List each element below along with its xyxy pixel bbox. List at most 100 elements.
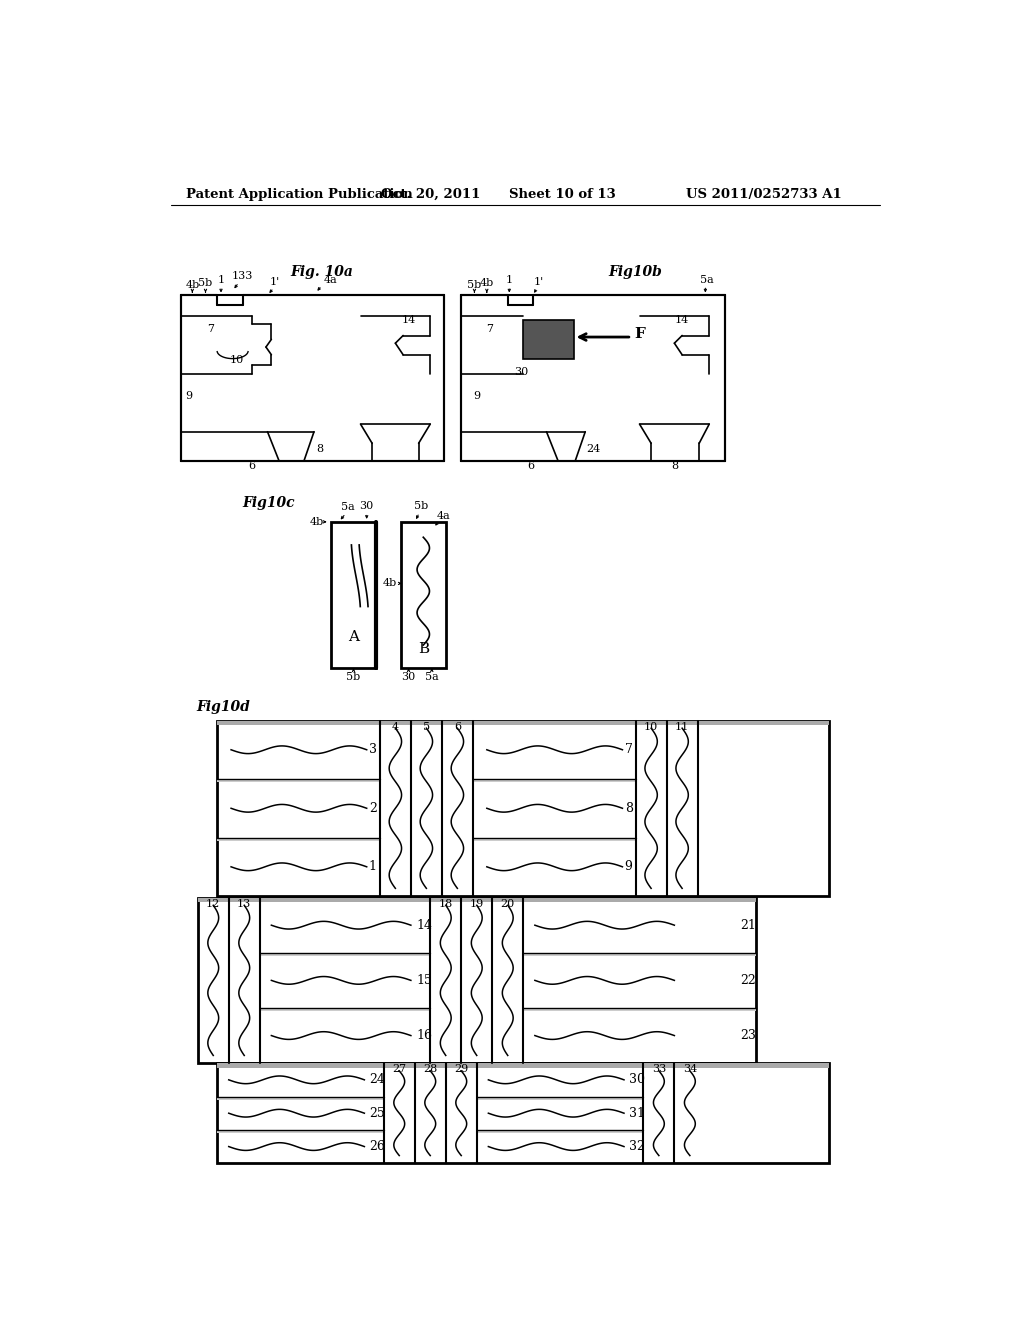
Bar: [180, 296, 444, 461]
Text: 26: 26: [370, 1140, 385, 1154]
Text: 23: 23: [740, 1030, 756, 1041]
Text: Patent Application Publication: Patent Application Publication: [186, 187, 413, 201]
Text: 5b: 5b: [414, 502, 428, 511]
Text: 5b: 5b: [467, 280, 481, 289]
Text: Fig10d: Fig10d: [197, 700, 250, 714]
Text: Oct. 20, 2011: Oct. 20, 2011: [381, 187, 480, 201]
Text: 13: 13: [238, 899, 251, 908]
Bar: [217, 1063, 829, 1068]
Text: 9: 9: [625, 861, 633, 874]
Text: 133: 133: [232, 271, 253, 281]
Text: 7: 7: [208, 325, 214, 334]
Text: 19: 19: [470, 899, 484, 908]
Text: 6: 6: [249, 462, 256, 471]
Text: 5a: 5a: [425, 672, 438, 682]
Text: 14: 14: [401, 315, 416, 325]
Bar: [493, 898, 523, 903]
Text: B: B: [418, 642, 429, 656]
Text: 2: 2: [369, 801, 377, 814]
Bar: [217, 1063, 829, 1163]
Text: 24: 24: [586, 445, 600, 454]
Bar: [331, 521, 376, 528]
Bar: [217, 779, 380, 781]
Text: 9: 9: [473, 391, 480, 400]
Text: 5a: 5a: [341, 502, 355, 512]
Text: 5a: 5a: [700, 275, 714, 285]
Bar: [477, 1130, 643, 1133]
Bar: [400, 521, 445, 668]
Bar: [461, 898, 493, 903]
Bar: [217, 838, 380, 841]
Bar: [217, 1097, 384, 1100]
Bar: [260, 1008, 430, 1011]
Text: 10: 10: [229, 355, 244, 366]
Text: 6: 6: [527, 462, 535, 471]
Text: 4b: 4b: [383, 578, 397, 589]
Bar: [380, 721, 411, 725]
Text: 30: 30: [359, 502, 374, 511]
Bar: [217, 721, 829, 896]
Text: 4b: 4b: [309, 517, 324, 527]
Bar: [411, 721, 442, 725]
Bar: [523, 321, 573, 359]
Bar: [636, 721, 667, 725]
Text: 31: 31: [629, 1106, 645, 1119]
Bar: [473, 838, 636, 841]
Text: 7: 7: [625, 743, 633, 756]
Text: 14: 14: [416, 919, 432, 932]
Text: 30: 30: [401, 672, 416, 682]
Text: 25: 25: [370, 1106, 385, 1119]
Text: 1: 1: [369, 861, 377, 874]
Text: 4: 4: [392, 722, 399, 731]
Text: 28: 28: [423, 1064, 437, 1074]
Text: 21: 21: [740, 919, 756, 932]
Text: 5: 5: [423, 722, 430, 731]
Text: 5b: 5b: [199, 279, 213, 288]
Text: Sheet 10 of 13: Sheet 10 of 13: [509, 187, 615, 201]
Text: 32: 32: [629, 1140, 645, 1154]
Text: Fig10b: Fig10b: [608, 265, 663, 280]
Text: 1: 1: [217, 275, 224, 285]
Text: 5b: 5b: [346, 672, 360, 682]
Text: 4b: 4b: [185, 280, 200, 289]
Text: 22: 22: [740, 974, 756, 987]
Text: 14: 14: [674, 315, 688, 325]
Text: 8: 8: [625, 801, 633, 814]
Bar: [217, 721, 829, 725]
Text: 34: 34: [683, 1064, 697, 1074]
Bar: [473, 779, 636, 781]
Bar: [198, 898, 756, 1063]
Bar: [198, 898, 756, 903]
Text: 6: 6: [454, 722, 461, 731]
Text: 18: 18: [438, 899, 453, 908]
Bar: [442, 721, 473, 725]
Text: F: F: [634, 327, 645, 341]
Bar: [445, 1063, 477, 1068]
Bar: [415, 1063, 445, 1068]
Text: US 2011/0252733 A1: US 2011/0252733 A1: [686, 187, 842, 201]
Bar: [400, 663, 445, 668]
Text: 29: 29: [454, 1064, 468, 1074]
Bar: [643, 1063, 675, 1068]
Text: 30: 30: [514, 367, 528, 378]
Text: 20: 20: [501, 899, 515, 908]
Text: 10: 10: [644, 722, 658, 731]
Text: 27: 27: [392, 1064, 407, 1074]
Bar: [523, 1008, 756, 1011]
Bar: [667, 721, 697, 725]
Text: Fig10c: Fig10c: [243, 496, 295, 511]
Text: 1': 1': [270, 277, 281, 286]
Bar: [331, 521, 376, 668]
Bar: [461, 296, 725, 461]
Bar: [228, 898, 260, 903]
Text: 7: 7: [486, 325, 494, 334]
Text: 1: 1: [506, 275, 513, 285]
Text: 9: 9: [185, 391, 193, 400]
Text: 12: 12: [206, 899, 220, 908]
Text: 4a: 4a: [325, 275, 338, 285]
Bar: [260, 953, 430, 956]
Text: 33: 33: [651, 1064, 666, 1074]
Text: 30: 30: [629, 1073, 645, 1086]
Text: 16: 16: [416, 1030, 432, 1041]
Text: 1': 1': [534, 277, 544, 286]
